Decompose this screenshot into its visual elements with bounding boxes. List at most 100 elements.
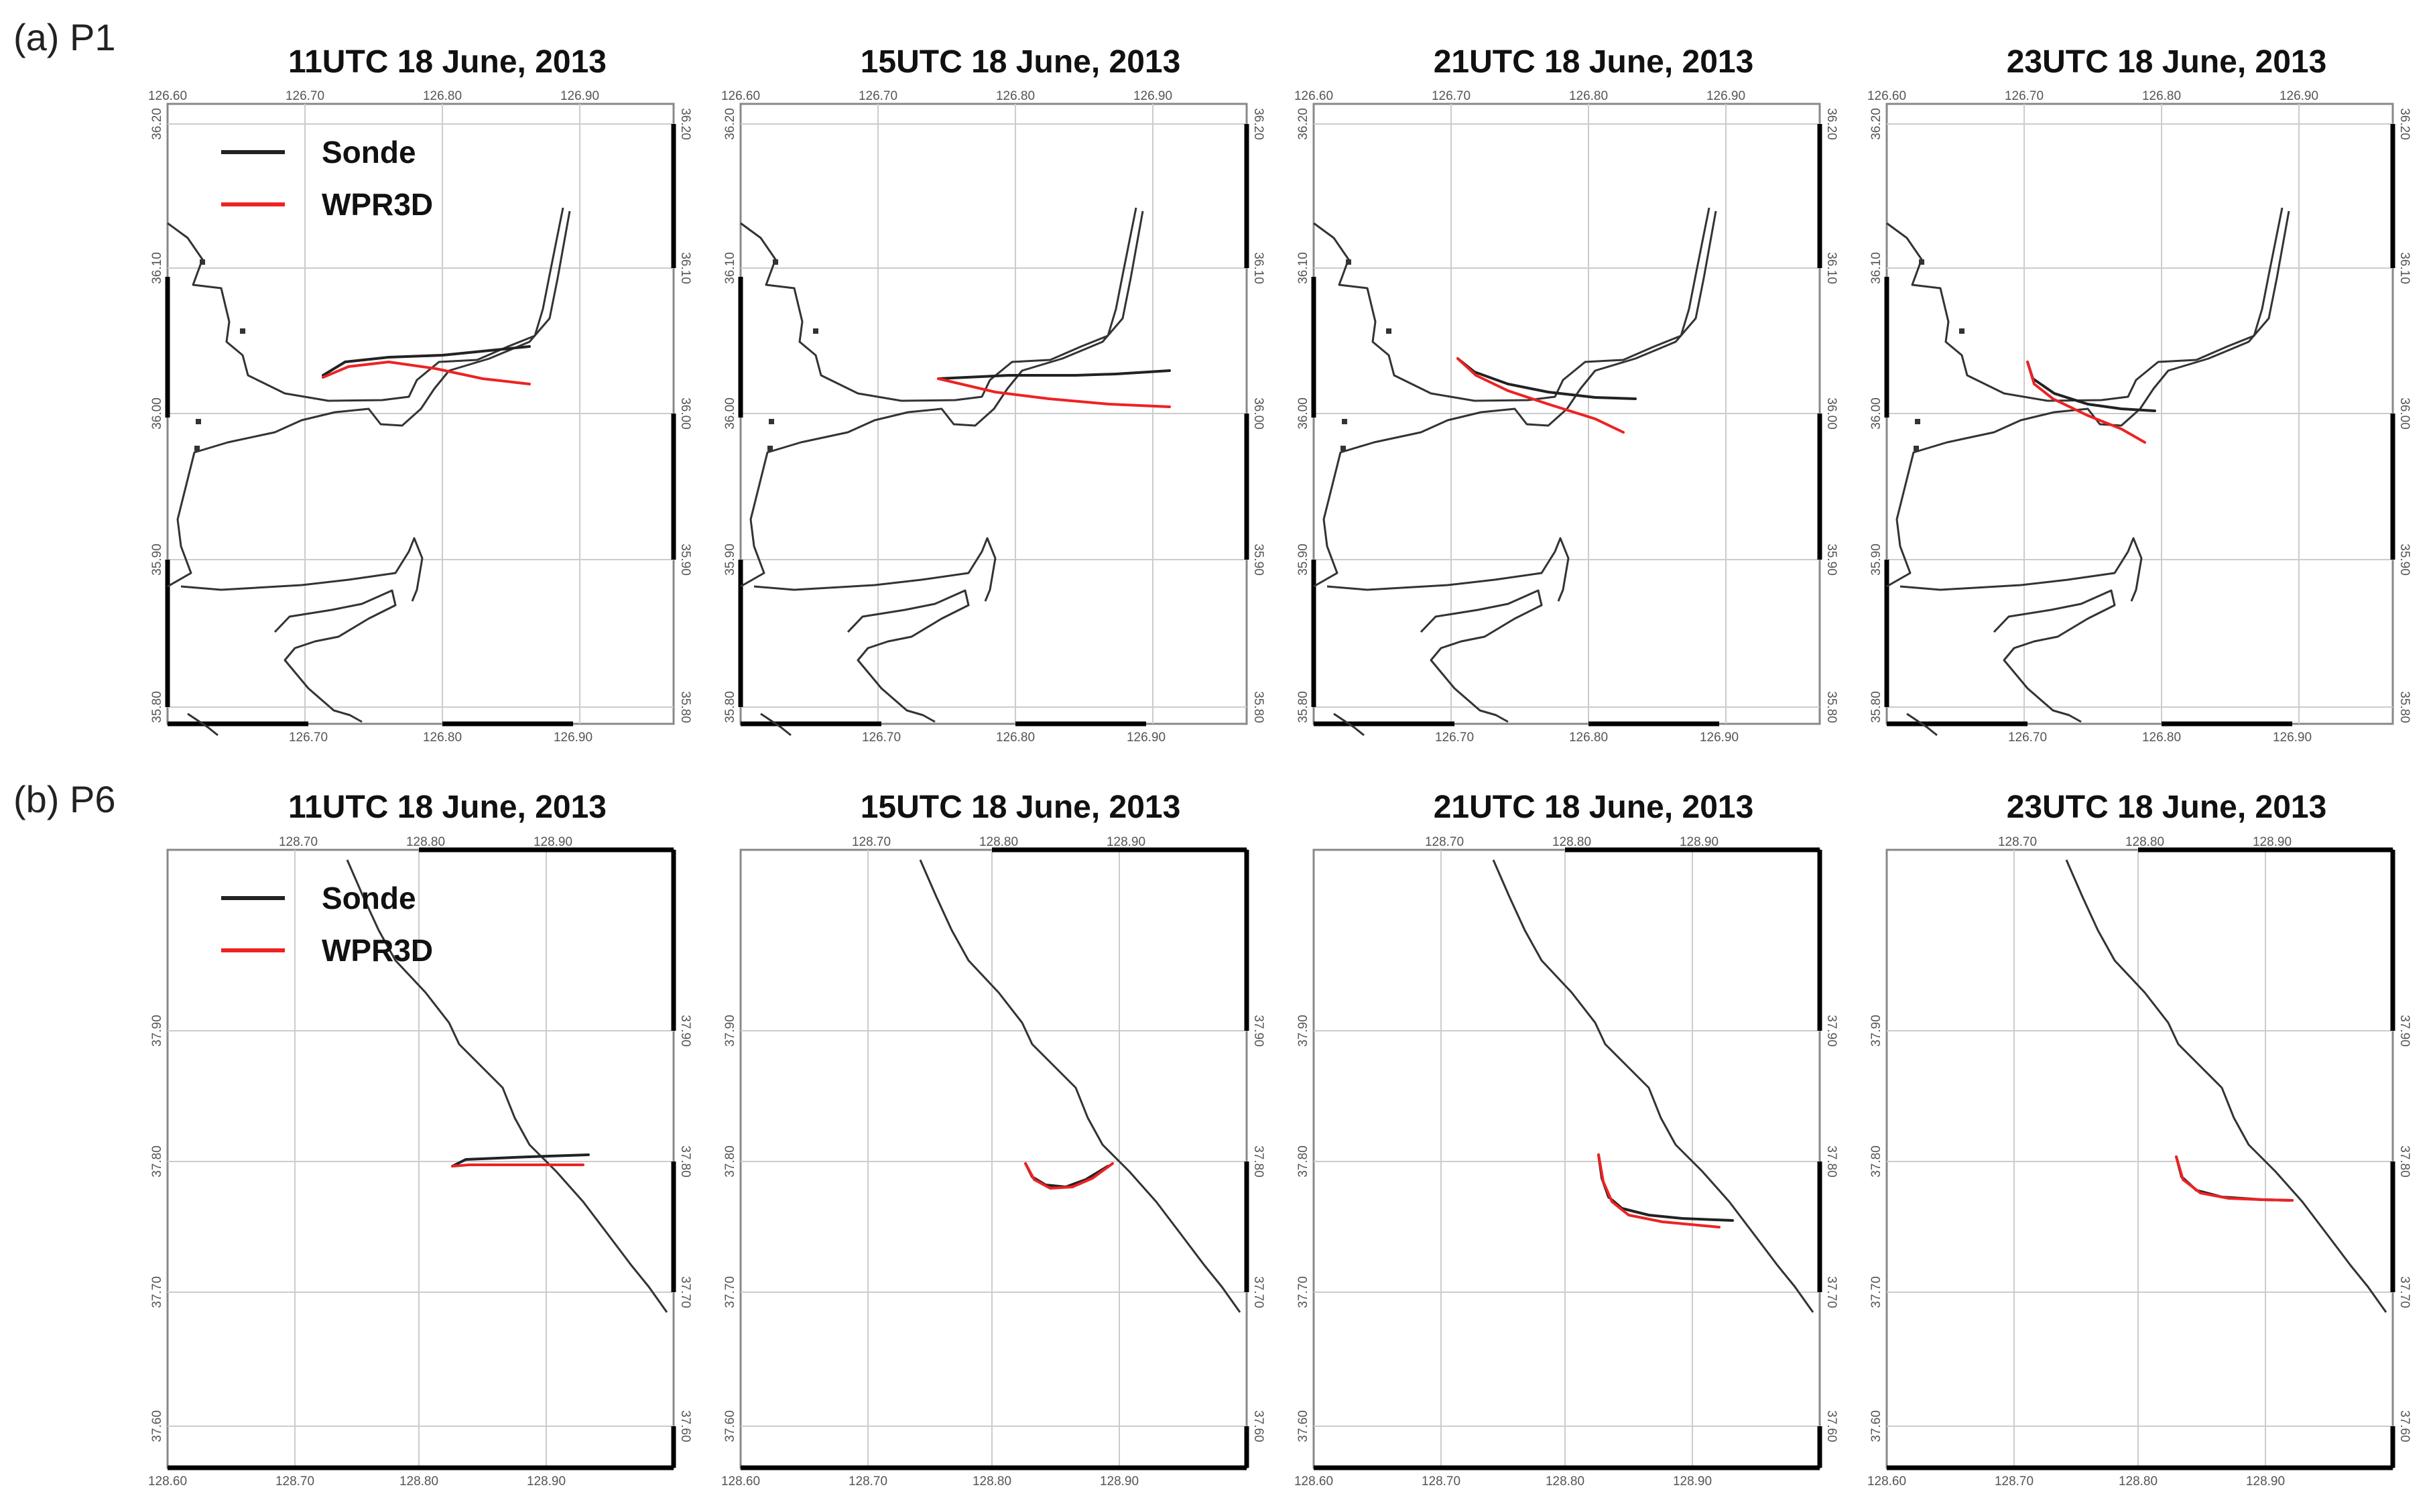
lon-tick-top: 126.80: [1569, 89, 1608, 103]
lon-tick-bottom: 128.90: [527, 1474, 566, 1489]
coastline-segment: [1886, 210, 2290, 588]
grid: [1314, 850, 1820, 1468]
island: [1386, 328, 1391, 334]
lon-tick-bottom: 126.70: [862, 731, 901, 745]
panel-title: 23UTC 18 June, 2013: [2007, 44, 2327, 80]
lat-tick-left: 37.80: [723, 1145, 737, 1178]
lat-tick-left: 37.90: [150, 1015, 164, 1047]
lon-tick-top: 126.80: [423, 89, 462, 103]
wpr3d-trajectory: [1456, 357, 1625, 434]
lat-tick-left: 37.90: [1869, 1015, 1883, 1047]
lat-tick-right: 37.70: [1251, 1276, 1265, 1308]
island: [240, 328, 245, 334]
island: [200, 259, 205, 265]
coastline-segment: [1326, 537, 1570, 602]
panel-title: 23UTC 18 June, 2013: [2007, 790, 2327, 825]
lat-tick-left: 37.80: [1296, 1145, 1310, 1178]
coastline-segment: [1333, 712, 1365, 737]
lat-tick-right: 37.80: [678, 1145, 692, 1178]
lat-tick-right: 37.90: [1824, 1015, 1838, 1047]
lon-tick-bottom: 126.70: [289, 731, 328, 745]
lon-tick-bottom: 126.90: [1700, 731, 1739, 745]
lon-tick-top: 126.70: [1432, 89, 1471, 103]
island: [1914, 446, 1919, 451]
lat-tick-right: 37.60: [1824, 1410, 1838, 1442]
lat-tick-right: 36.20: [1251, 108, 1265, 140]
lon-tick-bottom: 126.70: [2008, 731, 2047, 745]
coastline-segment: [1492, 859, 1814, 1313]
lon-tick-bottom: 126.90: [2273, 731, 2312, 745]
island: [1346, 259, 1351, 265]
lon-tick-top: 126.60: [721, 89, 760, 103]
panel-title: 11UTC 18 June, 2013: [288, 44, 607, 80]
lon-tick-top: 126.60: [1294, 89, 1333, 103]
coastline-segment: [2065, 859, 2387, 1313]
lat-tick-left: 35.90: [150, 544, 164, 576]
grid: [168, 104, 674, 724]
lat-tick-left: 35.80: [723, 691, 737, 723]
coastline-segment: [760, 712, 792, 737]
lat-tick-right: 37.70: [2397, 1276, 2412, 1308]
lon-tick-bottom: 128.60: [1294, 1474, 1333, 1489]
lon-tick-bottom: 128.80: [2119, 1474, 2158, 1489]
legend: Sonde WPR3D: [221, 135, 433, 222]
lon-tick-top: 128.90: [2253, 835, 2292, 849]
lat-tick-left: 37.60: [723, 1410, 737, 1442]
map-row-p6: (b) P6 11UTC 18 June, 2013 128.70 128.80 128…: [13, 778, 2412, 1489]
legend-label: Sonde: [322, 881, 416, 916]
lon-tick-top: 126.90: [2280, 89, 2318, 103]
lat-tick-right: 37.90: [678, 1015, 692, 1047]
coastline: [346, 859, 668, 1313]
lat-tick-right: 37.60: [2397, 1410, 2412, 1442]
coastline-segment: [273, 589, 397, 723]
lon-tick-bottom: 126.80: [2142, 731, 2181, 745]
lon-tick-top: 128.80: [979, 835, 1018, 849]
lat-tick-left: 36.00: [150, 397, 164, 430]
lat-tick-right: 37.70: [678, 1276, 692, 1308]
row-label: (a) P1: [13, 16, 116, 58]
lon-tick-top: 128.70: [279, 835, 318, 849]
lat-tick-right: 36.10: [1824, 252, 1838, 284]
island: [1342, 419, 1347, 424]
lon-tick-top: 126.80: [2142, 89, 2181, 103]
lon-tick-top: 126.60: [148, 89, 187, 103]
lat-tick-right: 36.00: [1824, 397, 1838, 430]
lon-tick-bottom: 128.70: [1995, 1474, 2034, 1489]
sonde-trajectory: [451, 1153, 590, 1168]
coastline: [1492, 859, 1814, 1313]
lat-tick-left: 35.80: [1869, 691, 1883, 723]
sonde-trajectory: [937, 369, 1171, 380]
lat-tick-left: 35.90: [723, 544, 737, 576]
wpr3d-trajectory: [322, 360, 531, 385]
lon-tick-top: 128.80: [406, 835, 445, 849]
coastline: [2065, 859, 2387, 1313]
lat-tick-right: 37.90: [2397, 1015, 2412, 1047]
lon-tick-bottom: 128.60: [148, 1474, 187, 1489]
lon-tick-bottom: 128.90: [1673, 1474, 1712, 1489]
map-panel: 23UTC 18 June, 2013 128.70 128.80 128.90 128…: [1867, 790, 2412, 1489]
lat-tick-left: 37.90: [1296, 1015, 1310, 1047]
lat-tick-left: 37.80: [1869, 1145, 1883, 1178]
lat-tick-right: 35.80: [1251, 691, 1265, 723]
wpr3d-trajectory: [937, 377, 1171, 408]
island: [769, 419, 774, 424]
wpr3d-trajectory: [1024, 1162, 1114, 1190]
lon-tick-bottom: 126.80: [1569, 731, 1608, 745]
lat-tick-left: 36.10: [150, 252, 164, 284]
map-panel: 15UTC 18 June, 2013 128.70 128.80 128.90 128…: [721, 790, 1265, 1489]
lat-tick-left: 36.00: [723, 397, 737, 430]
lat-tick-right: 36.10: [1251, 252, 1265, 284]
coastline-segment: [740, 210, 1144, 588]
lon-tick-bottom: 126.90: [1127, 731, 1166, 745]
grid: [1887, 850, 2393, 1468]
coastline-segment: [1906, 712, 1938, 737]
lon-tick-top: 126.70: [2005, 89, 2044, 103]
lon-tick-bottom: 126.90: [554, 731, 592, 745]
lon-tick-top: 128.90: [1680, 835, 1719, 849]
row-label: (b) P6: [13, 778, 116, 820]
lon-tick-top: 128.70: [1998, 835, 2037, 849]
lat-tick-left: 36.00: [1296, 397, 1310, 430]
lon-tick-top: 128.70: [1425, 835, 1464, 849]
wpr3d-trajectory: [451, 1163, 584, 1168]
